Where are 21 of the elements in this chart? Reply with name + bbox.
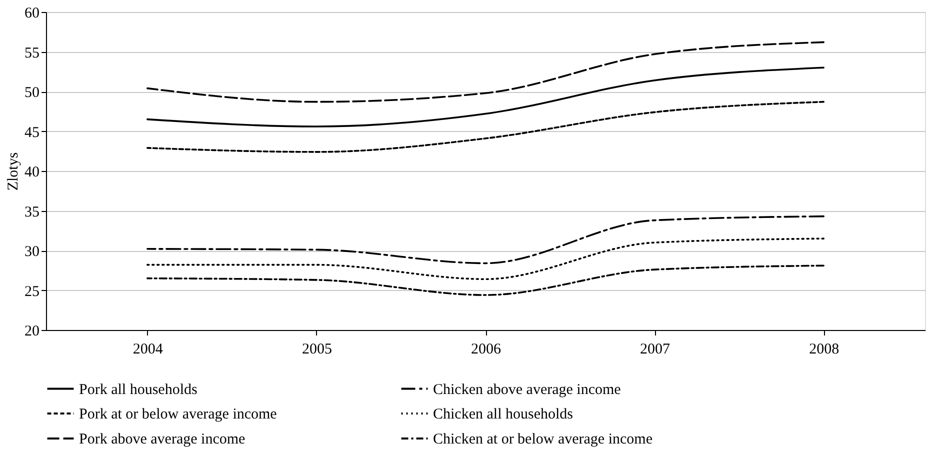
y-tick-label: 60 <box>24 6 40 22</box>
x-tick-label: 2008 <box>809 342 840 358</box>
legend-label: Pork all households <box>79 382 198 398</box>
legend-label: Pork above average income <box>79 432 246 448</box>
y-tick-label: 35 <box>24 204 40 220</box>
y-tick-label: 45 <box>24 124 40 141</box>
y-tick-label: 20 <box>24 324 40 340</box>
legend-label: Chicken at or below average income <box>433 432 653 448</box>
x-tick-label: 2006 <box>471 342 502 358</box>
y-tick-label: 50 <box>24 85 40 101</box>
y-tick-label: 55 <box>24 45 40 62</box>
x-tick-label: 2004 <box>132 342 164 358</box>
y-axis-title: Zlotys <box>6 152 22 191</box>
y-tick-label: 40 <box>24 164 40 180</box>
y-tick-label: 30 <box>24 244 40 260</box>
legend-label: Chicken above average income <box>433 382 622 398</box>
legend-label: Chicken all households <box>433 406 574 422</box>
y-tick-label: 25 <box>24 284 40 300</box>
legend-label: Pork at or below average income <box>79 406 278 422</box>
x-tick-label: 2007 <box>640 342 671 358</box>
x-tick-label: 2005 <box>302 342 332 358</box>
